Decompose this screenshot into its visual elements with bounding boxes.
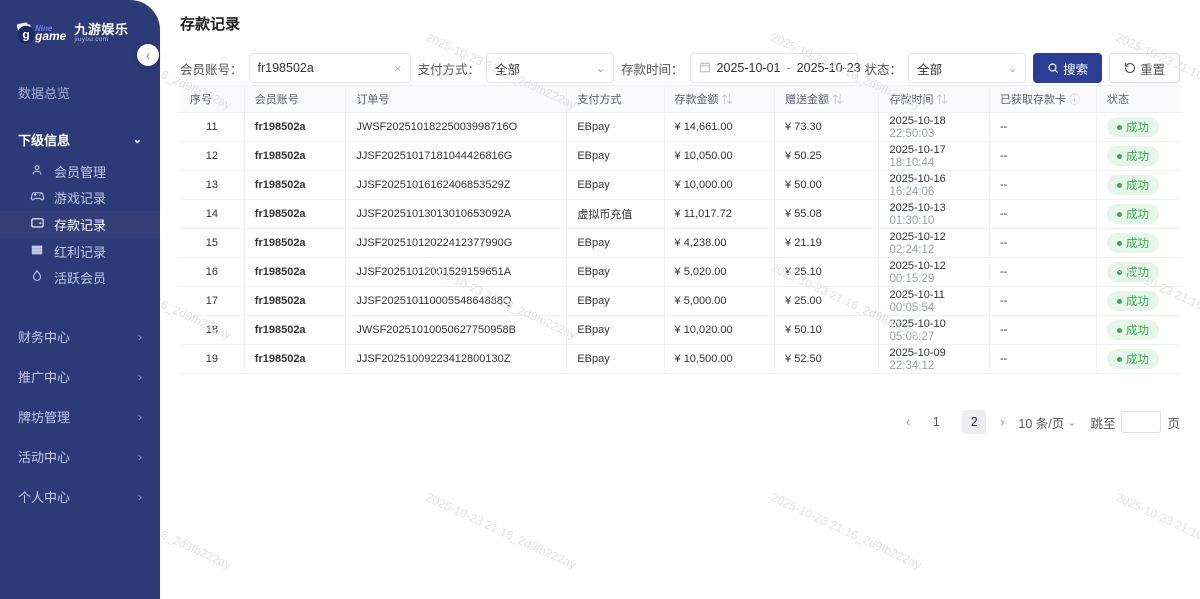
svg-text:g: g [22,28,29,42]
